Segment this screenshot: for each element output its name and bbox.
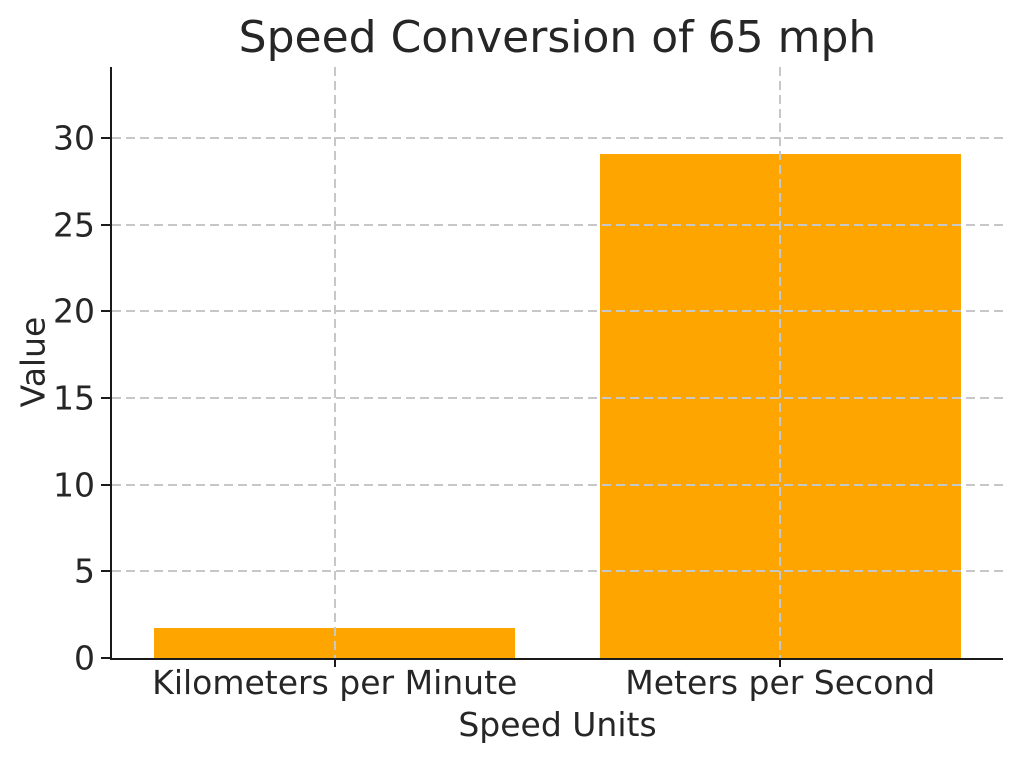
y-axis-spine [110, 67, 112, 660]
y-tick-label: 10 [53, 465, 95, 505]
x-tick-label: Kilometers per Minute [152, 663, 518, 702]
y-tick-mark [101, 397, 110, 400]
plot-area [110, 67, 1003, 660]
y-tick-mark [101, 137, 110, 140]
gridline-vertical [333, 67, 336, 658]
y-tick-label: 15 [53, 378, 95, 418]
y-tick-mark [101, 223, 110, 226]
y-tick-mark [101, 310, 110, 313]
gridline-horizontal [112, 137, 1003, 140]
y-tick-label: 0 [74, 638, 95, 678]
y-tick-label: 20 [53, 291, 95, 331]
y-tick-label: 30 [53, 118, 95, 158]
y-tick-mark [101, 657, 110, 659]
x-tick-mark [779, 658, 782, 667]
x-axis-label: Speed Units [458, 705, 657, 744]
x-tick-label: Meters per Second [625, 663, 936, 702]
y-axis-label: Value [13, 316, 53, 408]
y-tick-mark [101, 483, 110, 486]
y-tick-label: 25 [53, 205, 95, 245]
gridline-horizontal [112, 483, 1003, 486]
gridline-horizontal [112, 570, 1003, 573]
gridline-vertical [779, 67, 782, 658]
x-tick-mark [333, 658, 336, 667]
gridline-horizontal [112, 223, 1003, 226]
chart-title: Speed Conversion of 65 mph [238, 12, 877, 63]
y-tick-mark [101, 570, 110, 573]
x-axis-spine [110, 658, 1003, 660]
y-tick-label: 5 [74, 551, 95, 591]
gridline-horizontal [112, 397, 1003, 400]
gridline-horizontal [112, 310, 1003, 313]
